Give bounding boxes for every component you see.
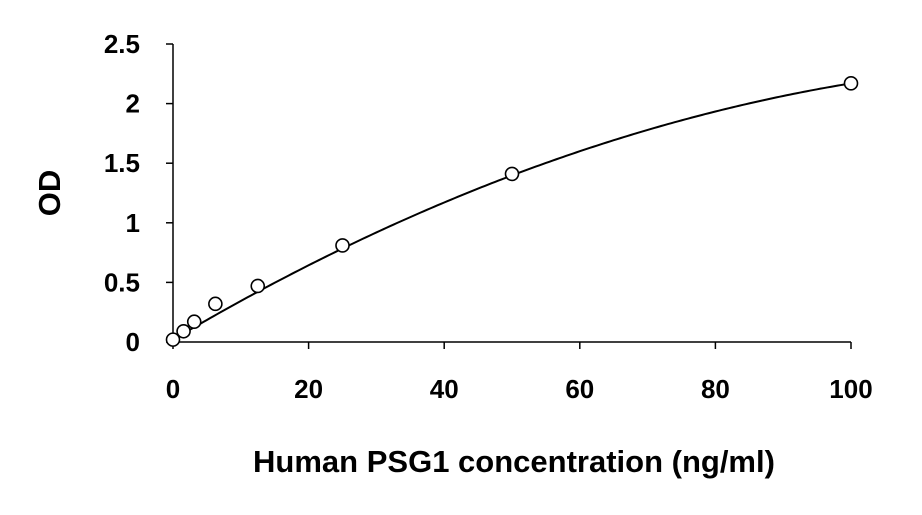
y-tick-label: 0.5 bbox=[104, 267, 140, 297]
fit-curve bbox=[172, 82, 852, 341]
data-point bbox=[335, 238, 350, 253]
data-point bbox=[250, 278, 266, 294]
x-tick-label: 0 bbox=[166, 374, 180, 404]
x-tick-label: 80 bbox=[701, 374, 730, 404]
x-tick-label: 20 bbox=[294, 374, 323, 404]
y-tick-label: 1 bbox=[126, 208, 140, 238]
x-tick-label: 40 bbox=[430, 374, 459, 404]
data-point bbox=[504, 166, 520, 182]
y-tick-label: 2.5 bbox=[104, 29, 140, 59]
x-axis-title: Human PSG1 concentration (ng/ml) bbox=[253, 444, 775, 479]
y-tick-label: 0 bbox=[126, 327, 140, 357]
y-axis-title: OD bbox=[32, 170, 67, 217]
data-point bbox=[176, 323, 191, 339]
y-tick-label: 1.5 bbox=[104, 148, 140, 178]
data-points-layer bbox=[165, 76, 859, 347]
data-point bbox=[165, 332, 181, 347]
x-tick-label: 100 bbox=[829, 374, 872, 404]
data-point bbox=[843, 76, 859, 91]
fit-curve-layer bbox=[172, 82, 852, 341]
axes: 0 20 40 60 80 100 0 0.5 1 1.5 2 2.5 bbox=[104, 29, 873, 404]
data-point bbox=[186, 314, 202, 330]
data-point bbox=[208, 296, 223, 312]
x-tick-label: 60 bbox=[565, 374, 594, 404]
y-tick-label: 2 bbox=[126, 89, 140, 119]
